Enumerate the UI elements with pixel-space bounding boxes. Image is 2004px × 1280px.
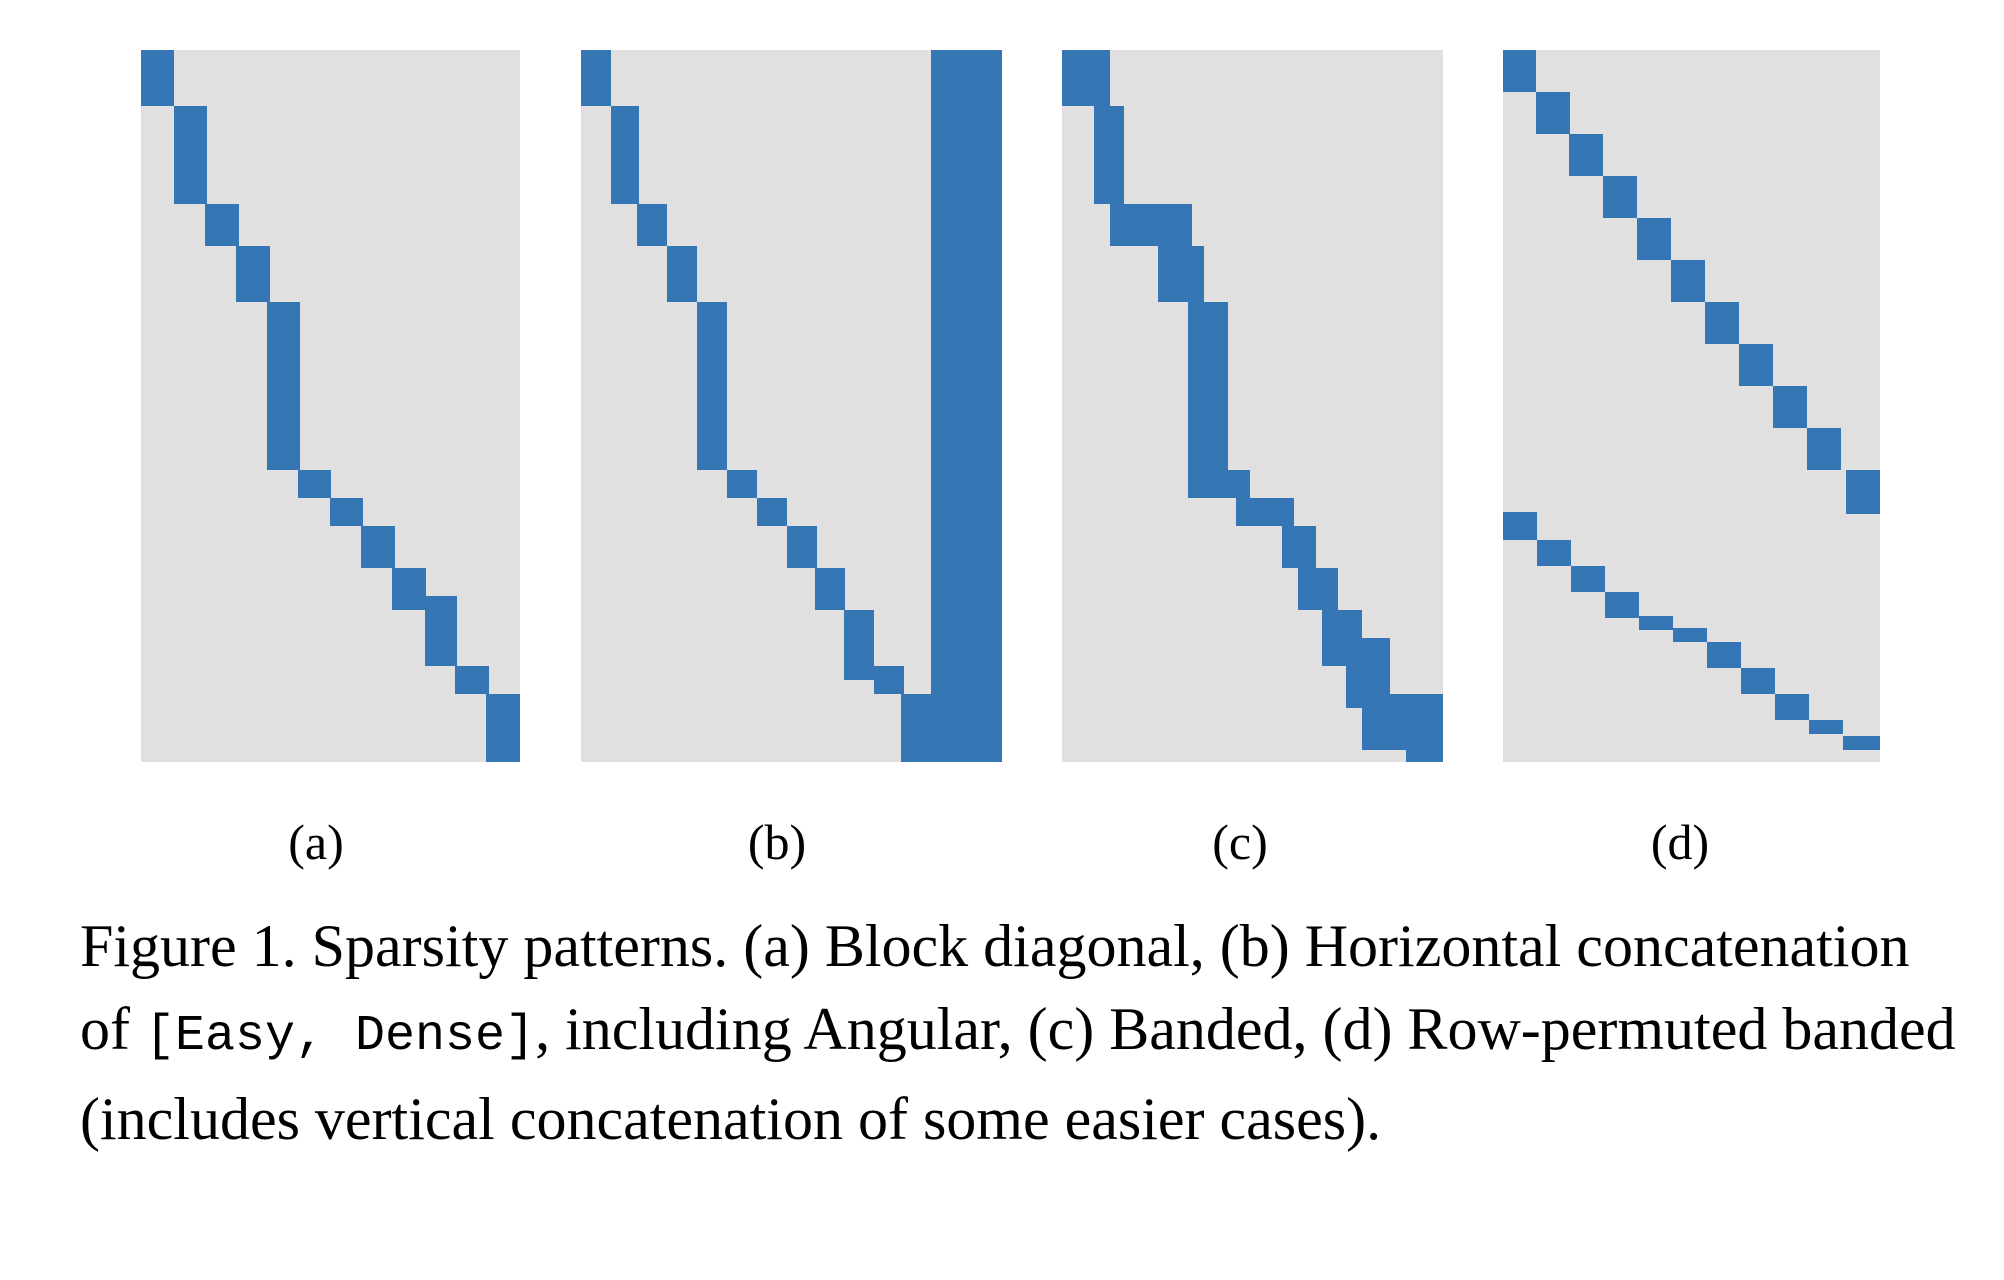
nonzero-block xyxy=(174,106,207,204)
nonzero-block xyxy=(611,106,639,204)
nonzero-block xyxy=(1282,526,1316,568)
nonzero-block xyxy=(1536,92,1570,134)
panel-label-b: (b) xyxy=(747,814,807,870)
nonzero-block xyxy=(815,568,845,610)
nonzero-block xyxy=(1062,50,1110,106)
nonzero-block xyxy=(637,204,667,246)
caption-code: [Easy, Dense] xyxy=(144,1008,536,1065)
nonzero-block xyxy=(697,302,727,470)
nonzero-block xyxy=(1671,260,1705,302)
sparsity-panel-b xyxy=(581,50,1002,762)
nonzero-block xyxy=(1775,694,1809,720)
nonzero-block xyxy=(425,596,457,666)
nonzero-block xyxy=(1846,470,1880,514)
caption-text-start: Figure 1. Sparsity patterns. (a) Block d… xyxy=(80,913,1910,1062)
nonzero-block xyxy=(1188,302,1228,470)
nonzero-block xyxy=(1809,720,1843,734)
sparsity-panel-d xyxy=(1503,50,1880,762)
nonzero-block xyxy=(1673,628,1707,642)
nonzero-block xyxy=(1637,218,1671,260)
nonzero-block xyxy=(1843,736,1880,750)
nonzero-block xyxy=(1503,50,1536,92)
sparsity-panel-a xyxy=(141,50,520,762)
nonzero-block xyxy=(1188,470,1250,498)
panel-label-d: (d) xyxy=(1650,814,1710,870)
nonzero-block xyxy=(1406,694,1443,762)
nonzero-block xyxy=(581,50,611,106)
nonzero-block xyxy=(298,470,331,498)
nonzero-block xyxy=(874,666,904,694)
sparsity-panel-c xyxy=(1062,50,1443,762)
nonzero-block xyxy=(486,694,520,762)
nonzero-block xyxy=(267,302,300,470)
nonzero-block xyxy=(205,204,239,246)
nonzero-block xyxy=(141,50,174,106)
nonzero-block xyxy=(1739,344,1773,386)
nonzero-block xyxy=(787,526,817,568)
nonzero-block xyxy=(1807,428,1841,470)
nonzero-block xyxy=(1537,540,1571,566)
nonzero-block xyxy=(1158,246,1204,302)
nonzero-block xyxy=(1639,616,1673,630)
nonzero-block xyxy=(1603,176,1637,218)
nonzero-block xyxy=(1236,498,1294,526)
caption-text-end: , including Angular, (c) Banded, (d) Row… xyxy=(80,996,1956,1152)
nonzero-block xyxy=(931,50,1002,762)
nonzero-block xyxy=(392,568,426,610)
nonzero-block xyxy=(757,498,787,526)
nonzero-block xyxy=(1571,566,1605,592)
nonzero-block xyxy=(1707,642,1741,668)
nonzero-block xyxy=(330,498,363,526)
nonzero-block xyxy=(236,246,270,302)
nonzero-block xyxy=(1605,592,1639,618)
nonzero-block xyxy=(1503,512,1537,540)
nonzero-block xyxy=(361,526,395,568)
nonzero-block xyxy=(727,470,757,498)
nonzero-block xyxy=(455,666,489,694)
figure-caption: Figure 1. Sparsity patterns. (a) Block d… xyxy=(80,905,1960,1161)
nonzero-block xyxy=(844,610,874,680)
panel-label-c: (c) xyxy=(1212,814,1268,870)
nonzero-block xyxy=(1569,134,1603,176)
nonzero-block xyxy=(1094,106,1124,204)
nonzero-block xyxy=(1741,668,1775,694)
nonzero-block xyxy=(1705,302,1739,344)
nonzero-block xyxy=(1773,386,1807,428)
panel-label-a: (a) xyxy=(288,814,344,870)
nonzero-block xyxy=(667,246,697,302)
nonzero-block xyxy=(1298,568,1338,610)
nonzero-block xyxy=(1110,204,1192,246)
